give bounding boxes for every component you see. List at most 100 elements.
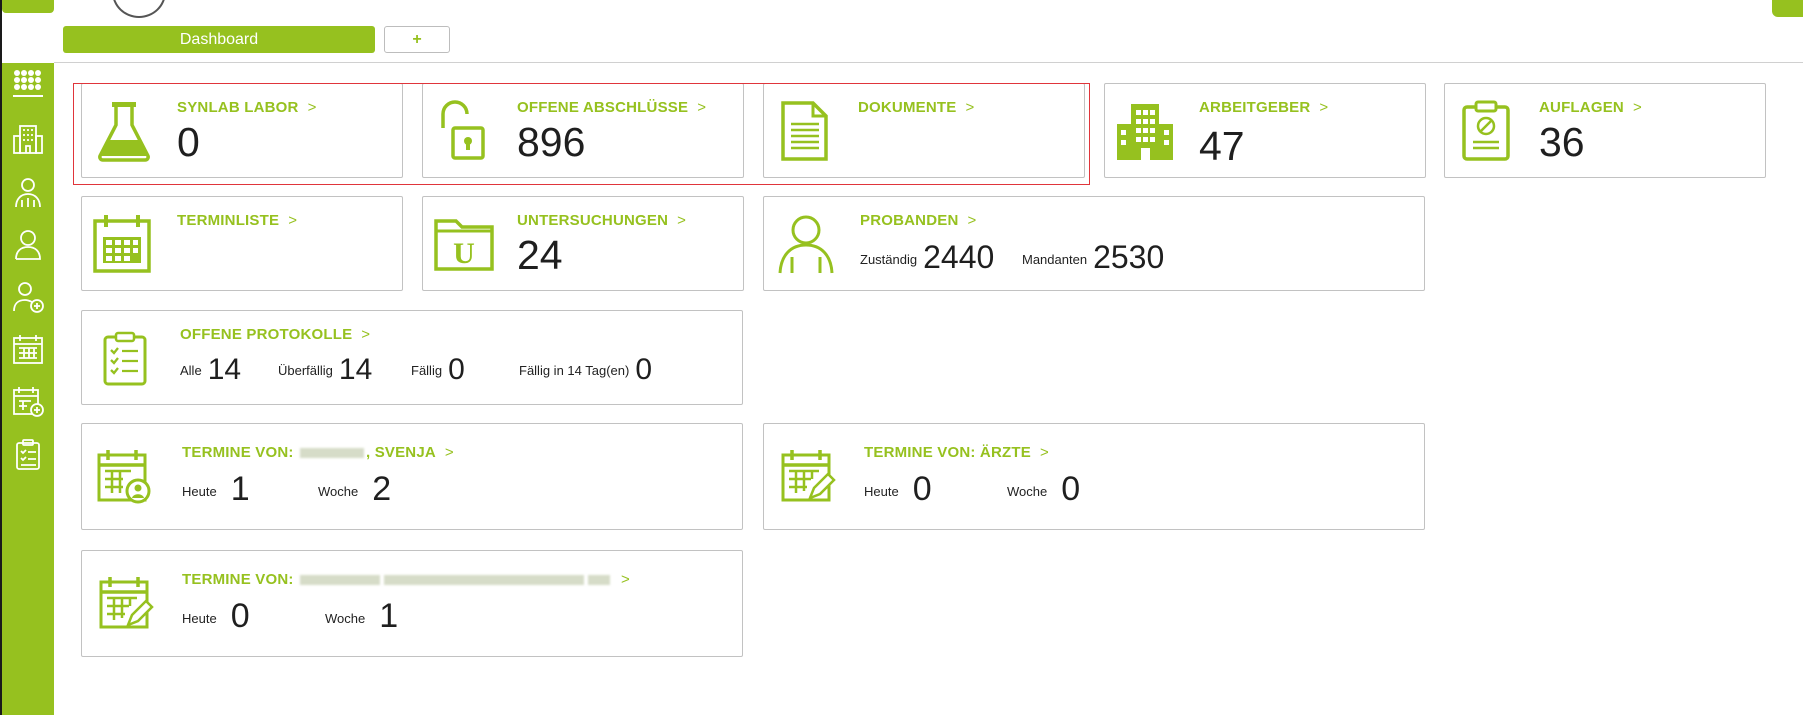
stat-value: 2 bbox=[372, 470, 392, 508]
card-title-text: AUFLAGEN bbox=[1539, 99, 1624, 116]
redacted-name bbox=[299, 448, 364, 459]
card-title-text: OFFENE PROTOKOLLE bbox=[180, 326, 353, 343]
person-icon bbox=[15, 230, 41, 260]
chevron-right-icon: > bbox=[1632, 99, 1642, 116]
card-title[interactable]: SYNLAB LABOR > bbox=[177, 99, 317, 116]
stat-value: 0 bbox=[230, 597, 250, 635]
card-termine-other[interactable]: TERMINE VON: > Heute 0 Woche 1 bbox=[81, 550, 743, 657]
calendar-icon bbox=[93, 215, 151, 273]
chevron-right-icon: > bbox=[1039, 444, 1049, 461]
stat-label: Fällig in 14 Tag(en) bbox=[519, 363, 630, 378]
card-offene-protokolle[interactable]: OFFENE PROTOKOLLE > Alle 14 Überfällig 14 F… bbox=[81, 310, 743, 405]
stat-label: Woche bbox=[325, 611, 366, 626]
checklist-icon bbox=[103, 331, 147, 386]
card-auflagen[interactable]: AUFLAGEN > 36 bbox=[1444, 83, 1766, 178]
card-terminliste[interactable]: TERMINLISTE > bbox=[81, 196, 403, 291]
card-title-text: TERMINE VON: bbox=[182, 571, 294, 588]
chevron-right-icon: > bbox=[444, 444, 454, 461]
stat-label: Woche bbox=[318, 484, 359, 499]
stat-value: 2440 bbox=[923, 239, 995, 275]
card-title[interactable]: OFFENE PROTOKOLLE > bbox=[180, 326, 370, 343]
card-value: 36 bbox=[1539, 119, 1585, 165]
card-title-text: UNTERSUCHUNGEN bbox=[517, 212, 669, 229]
stat-value: 0 bbox=[635, 353, 653, 386]
stat-heute: Heute 1 bbox=[182, 470, 250, 509]
logo-icon bbox=[112, 0, 166, 18]
redacted-name bbox=[383, 575, 584, 586]
sidebar-item-person-add[interactable] bbox=[10, 279, 46, 315]
stat-value: 1 bbox=[379, 597, 399, 635]
top-right-button[interactable] bbox=[1772, 0, 1803, 17]
card-arbeitgeber[interactable]: ARBEITGEBER > 47 bbox=[1104, 83, 1426, 178]
card-value: 24 bbox=[517, 232, 563, 278]
card-title[interactable]: TERMINE VON: ÄRZTE > bbox=[864, 444, 1049, 461]
card-title[interactable]: AUFLAGEN > bbox=[1539, 99, 1642, 116]
card-synlab-labor[interactable]: SYNLAB LABOR > 0 bbox=[81, 83, 403, 178]
chevron-right-icon: > bbox=[965, 99, 975, 116]
sidebar-item-person[interactable] bbox=[10, 227, 46, 263]
stat-value: 0 bbox=[1061, 470, 1081, 508]
card-title[interactable]: OFFENE ABSCHLÜSSE > bbox=[517, 99, 706, 116]
calendar-edit-icon bbox=[781, 450, 836, 502]
stat-label: Mandanten bbox=[1022, 252, 1088, 267]
card-title[interactable]: UNTERSUCHUNGEN > bbox=[517, 212, 686, 229]
card-termine-svenja[interactable]: TERMINE VON: , SVENJA > Heute 1 Woche 2 bbox=[81, 423, 743, 530]
stat-label: Woche bbox=[1007, 484, 1048, 499]
card-title-text: ARBEITGEBER bbox=[1199, 99, 1311, 116]
stat-label: Heute bbox=[182, 611, 217, 626]
person-add-icon bbox=[13, 282, 44, 313]
sidebar-item-dashboard[interactable] bbox=[10, 67, 46, 103]
stat-label: Überfällig bbox=[278, 363, 333, 378]
flask-icon bbox=[98, 102, 150, 162]
stat-value: 1 bbox=[230, 470, 250, 508]
stat-value: 14 bbox=[207, 353, 242, 386]
card-dokumente[interactable]: DOKUMENTE > bbox=[763, 83, 1085, 178]
card-untersuchungen[interactable]: U UNTERSUCHUNGEN > 24 bbox=[422, 196, 744, 291]
stat-heute: Heute 0 bbox=[182, 597, 250, 636]
chevron-right-icon: > bbox=[288, 212, 298, 229]
card-title-text: PROBANDEN bbox=[860, 212, 959, 229]
document-icon bbox=[781, 101, 828, 161]
folder-u-icon: U bbox=[434, 219, 494, 271]
stat-label: Alle bbox=[180, 363, 202, 378]
window-edge bbox=[0, 0, 2, 715]
clipboard-forbidden-icon bbox=[1462, 100, 1510, 161]
svg-text:U: U bbox=[453, 237, 475, 270]
card-title-text: TERMINE VON: ÄRZTE bbox=[864, 444, 1031, 461]
calendar-person-icon bbox=[97, 450, 151, 504]
building-icon bbox=[1117, 104, 1173, 160]
stat-value: 0 bbox=[912, 470, 932, 508]
card-title[interactable]: TERMINE VON: , SVENJA > bbox=[182, 444, 454, 461]
redacted-name bbox=[299, 575, 380, 586]
card-title[interactable]: TERMINE VON: > bbox=[182, 571, 630, 588]
sidebar-item-calendar-add[interactable] bbox=[10, 383, 46, 419]
stat-faellig-14-tage: Fällig in 14 Tag(en) 0 bbox=[519, 353, 652, 387]
building-icon bbox=[13, 125, 43, 154]
stat-value: 0 bbox=[448, 353, 465, 386]
sidebar-item-protokolle[interactable] bbox=[10, 437, 46, 473]
sidebar-item-arbeitgeber[interactable] bbox=[10, 121, 46, 157]
card-probanden[interactable]: PROBANDEN > Zuständig 2440 Mandanten 2530 bbox=[763, 196, 1425, 291]
tab-dashboard[interactable]: Dashboard bbox=[63, 26, 375, 53]
card-offene-abschluesse[interactable]: OFFENE ABSCHLÜSSE > 896 bbox=[422, 83, 744, 178]
stat-woche: Woche 2 bbox=[318, 470, 391, 509]
stat-label: Heute bbox=[864, 484, 899, 499]
card-termine-aerzte[interactable]: TERMINE VON: ÄRZTE > Heute 0 Woche 0 bbox=[763, 423, 1425, 530]
card-title[interactable]: DOKUMENTE > bbox=[858, 99, 974, 116]
card-title[interactable]: ARBEITGEBER > bbox=[1199, 99, 1328, 116]
sidebar-item-calendar[interactable] bbox=[10, 331, 46, 367]
card-title[interactable]: TERMINLISTE > bbox=[177, 212, 297, 229]
add-tab-button[interactable]: + bbox=[384, 26, 450, 53]
card-value: 47 bbox=[1199, 123, 1245, 169]
card-title[interactable]: PROBANDEN > bbox=[860, 212, 976, 229]
grid-icon bbox=[13, 70, 43, 97]
calendar-icon bbox=[13, 335, 43, 364]
chevron-right-icon: > bbox=[307, 99, 317, 116]
chevron-right-icon: > bbox=[620, 571, 630, 588]
card-title-text: TERMINE VON: bbox=[182, 444, 294, 461]
sidebar-item-probanden-group[interactable] bbox=[10, 175, 46, 211]
card-title-text: TERMINLISTE bbox=[177, 212, 280, 229]
checklist-icon bbox=[16, 439, 40, 470]
redacted-name bbox=[587, 575, 610, 586]
stat-value: 14 bbox=[338, 353, 373, 386]
